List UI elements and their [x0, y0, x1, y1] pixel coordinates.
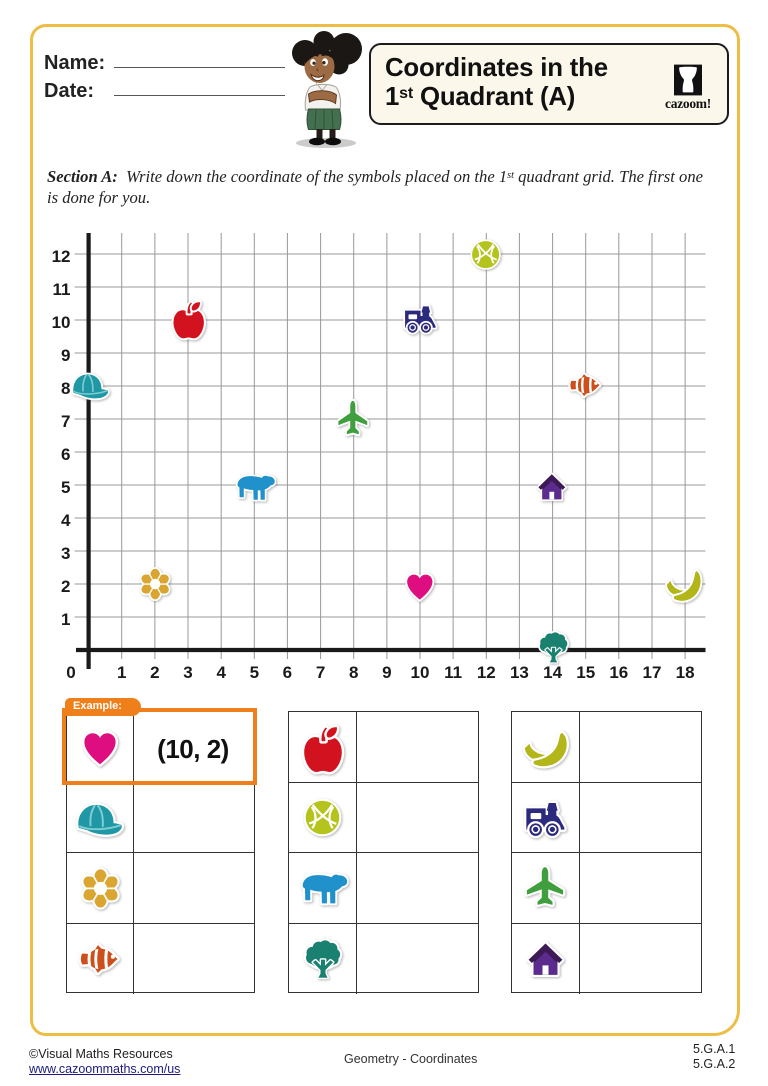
svg-text:4: 4	[216, 663, 226, 682]
svg-text:10: 10	[52, 313, 71, 332]
svg-text:4: 4	[61, 511, 71, 530]
svg-text:7: 7	[61, 412, 70, 431]
svg-text:7: 7	[316, 663, 325, 682]
svg-text:10: 10	[411, 663, 430, 682]
svg-text:0: 0	[66, 663, 75, 682]
svg-text:8: 8	[61, 379, 70, 398]
svg-text:11: 11	[53, 280, 71, 299]
svg-text:6: 6	[61, 445, 70, 464]
svg-text:11: 11	[444, 663, 462, 682]
svg-text:15: 15	[576, 663, 595, 682]
svg-text:2: 2	[150, 663, 159, 682]
svg-text:9: 9	[61, 346, 70, 365]
svg-text:3: 3	[183, 663, 192, 682]
svg-text:2: 2	[61, 577, 70, 596]
svg-text:17: 17	[643, 663, 662, 682]
svg-text:12: 12	[477, 663, 496, 682]
svg-text:8: 8	[349, 663, 358, 682]
svg-text:3: 3	[61, 544, 70, 563]
svg-text:13: 13	[510, 663, 529, 682]
svg-text:1: 1	[61, 610, 70, 629]
svg-text:1: 1	[117, 663, 126, 682]
svg-text:5: 5	[250, 663, 259, 682]
svg-text:12: 12	[52, 247, 71, 266]
svg-text:9: 9	[382, 663, 391, 682]
svg-text:5: 5	[61, 478, 70, 497]
svg-text:14: 14	[543, 663, 562, 682]
svg-text:18: 18	[676, 663, 695, 682]
svg-text:16: 16	[609, 663, 628, 682]
svg-text:6: 6	[283, 663, 292, 682]
